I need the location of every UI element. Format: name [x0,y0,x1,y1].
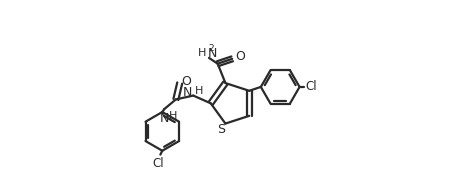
Text: H: H [169,111,177,121]
Text: Cl: Cl [152,157,164,170]
Text: H: H [197,48,206,58]
Text: N: N [182,86,192,99]
Text: O: O [235,50,244,63]
Text: H: H [195,86,203,96]
Text: 2: 2 [207,44,213,53]
Text: N: N [159,112,169,125]
Text: S: S [217,123,225,136]
Text: Cl: Cl [304,80,316,93]
Text: O: O [181,74,191,88]
Text: N: N [207,47,217,59]
